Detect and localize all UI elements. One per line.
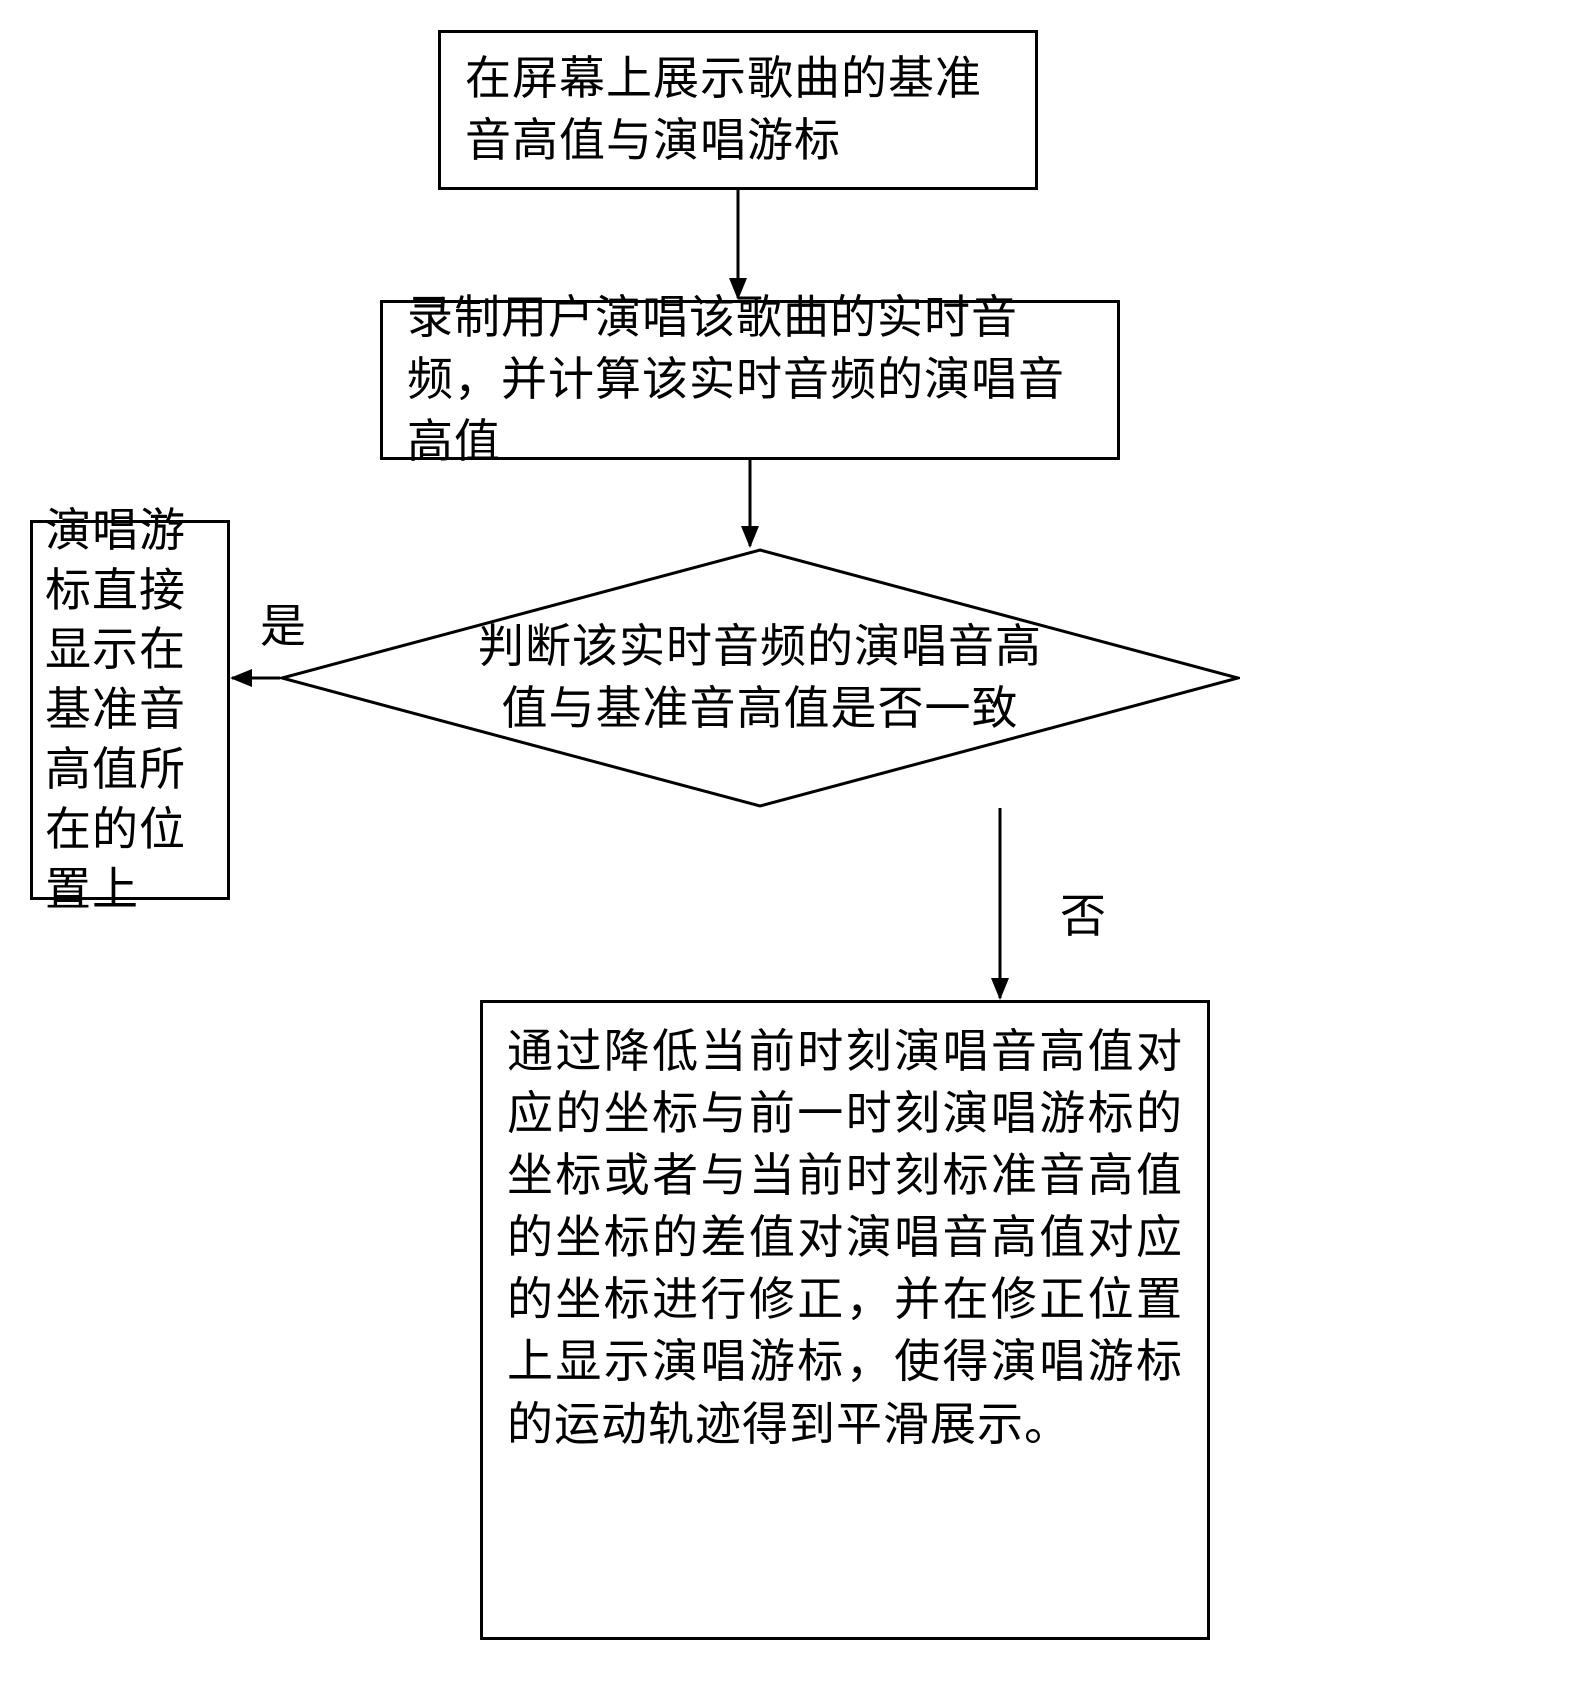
edge-label-no: 否 [1060,880,1106,946]
decision-line2: 值与基准音高值是否一致 [502,683,1019,734]
decision-text: 判断该实时音频的演唱音高 值与基准音高值是否一致 [478,616,1042,740]
decision-line1: 判断该实时音频的演唱音高 [478,621,1042,672]
flow-node-record-audio: 录制用户演唱该歌曲的实时音频，并计算该实时音频的演唱音高值 [380,300,1120,460]
flow-node-cursor-direct: 演唱游标直接显示在基准音高值所在的位置上 [30,520,230,900]
flow-decision-pitch-match: 判断该实时音频的演唱音高 值与基准音高值是否一致 [280,548,1240,808]
node-text: 通过降低当前时刻演唱音高值对应的坐标与前一时刻演唱游标的坐标或者与当前时刻标准音… [507,1021,1183,1456]
flow-node-smooth-correction: 通过降低当前时刻演唱音高值对应的坐标与前一时刻演唱游标的坐标或者与当前时刻标准音… [480,1000,1210,1640]
decision-text-wrap: 判断该实时音频的演唱音高 值与基准音高值是否一致 [280,548,1240,808]
edge-label-yes: 是 [260,590,306,656]
node-text: 在屏幕上展示歌曲的基准音高值与演唱游标 [465,48,1011,172]
flow-node-display-baseline: 在屏幕上展示歌曲的基准音高值与演唱游标 [438,30,1038,190]
node-text: 录制用户演唱该歌曲的实时音频，并计算该实时音频的演唱音高值 [407,287,1093,473]
node-text: 演唱游标直接显示在基准音高值所在的位置上 [45,501,215,920]
